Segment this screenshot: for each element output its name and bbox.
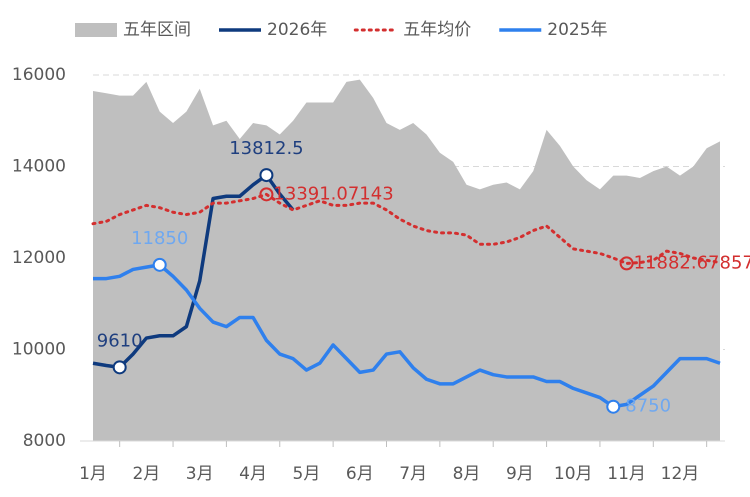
x-tick-label: 6月 — [346, 464, 374, 484]
x-tick-label: 1月 — [79, 464, 107, 484]
point-marker — [259, 187, 274, 202]
x-tick-label: 2月 — [132, 464, 160, 484]
data-label: 8750 — [625, 396, 671, 417]
x-tick-label: 5月 — [293, 464, 321, 484]
y-tick-label: 14000 — [12, 157, 66, 177]
x-tick-label: 9月 — [506, 464, 534, 484]
point-marker — [152, 257, 167, 272]
point-marker — [619, 256, 634, 271]
x-tick-label: 10月 — [554, 464, 593, 484]
data-label: 13391.07143 — [273, 183, 393, 204]
area — [93, 79, 720, 441]
x-tick-label: 7月 — [399, 464, 427, 484]
x-tick-label: 12月 — [661, 464, 700, 484]
legend-swatch — [75, 23, 117, 37]
point-marker — [606, 399, 621, 414]
data-label: 13812.5 — [229, 138, 303, 159]
point-marker — [259, 168, 274, 183]
legend-label: 2025年 — [547, 20, 607, 40]
y-tick-label: 12000 — [12, 248, 66, 268]
x-tick-label: 8月 — [453, 464, 481, 484]
y-tick-label: 8000 — [23, 431, 66, 451]
line — [92, 173, 295, 370]
x-tick-label: 11月 — [607, 464, 646, 484]
data-label: 11850 — [131, 228, 188, 249]
legend-label: 2026年 — [267, 20, 327, 40]
x-tick-label: 3月 — [186, 464, 214, 484]
legend-label: 五年区间 — [123, 20, 191, 40]
y-tick-label: 16000 — [12, 65, 66, 85]
data-label: 11882.67857 — [634, 252, 750, 273]
legend-label: 五年均价 — [403, 20, 471, 40]
dotted-line — [91, 192, 722, 265]
x-tick-label: 4月 — [239, 464, 267, 484]
y-tick-label: 10000 — [12, 340, 66, 360]
point-marker — [112, 360, 127, 375]
data-label: 9610 — [97, 330, 143, 351]
